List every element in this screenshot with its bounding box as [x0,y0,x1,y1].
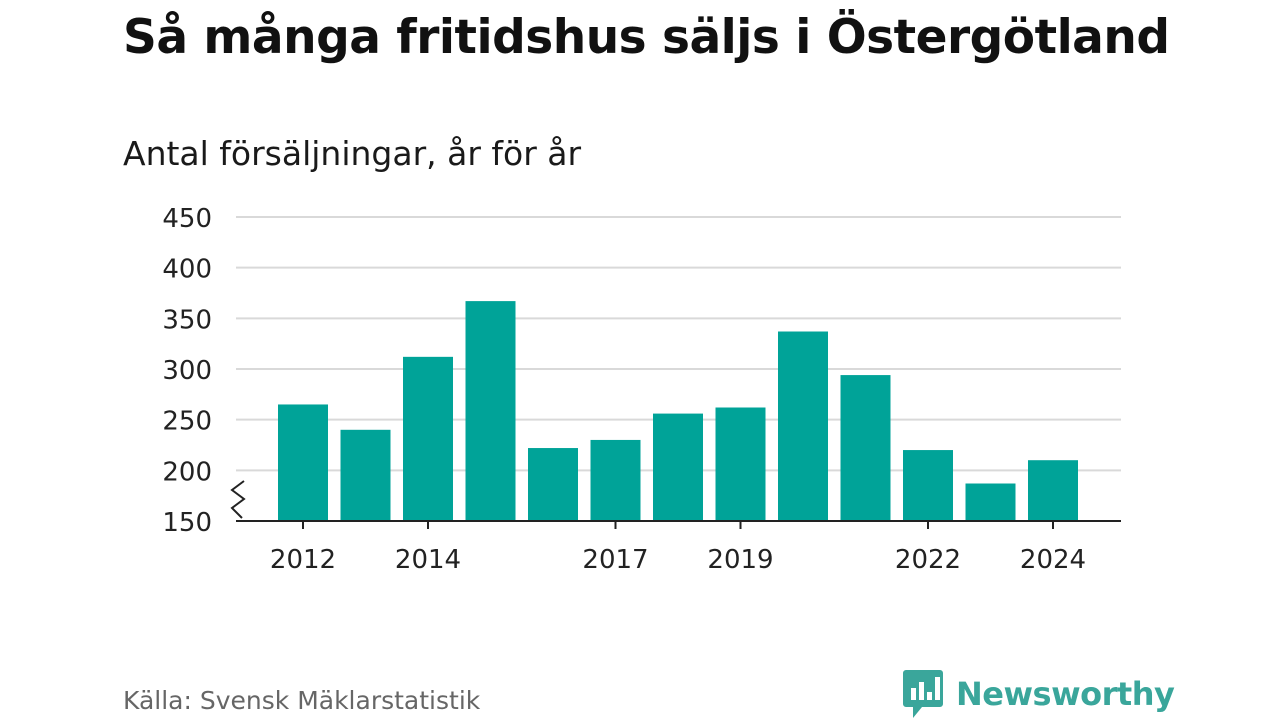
bar-2020 [778,331,828,521]
y-axis-ticks: 150 200 250 300 350 400 450 [162,204,212,538]
grid-lines [236,216,1121,472]
bar-2016 [528,448,578,521]
y-tick-label: 300 [162,356,212,386]
x-tick-label: 2017 [582,545,648,575]
bar-2021 [840,375,891,521]
bar-2013 [340,429,391,521]
bar-2014 [403,356,453,521]
bar-2024 [1028,460,1078,521]
y-tick-label: 200 [162,457,212,487]
x-axis-ticks: 2012 2014 2017 2019 2022 2024 [270,521,1086,575]
y-tick-label: 400 [162,255,212,285]
y-tick-label: 450 [162,204,212,234]
brand-name: Newsworthy [956,675,1175,713]
bar-2019 [715,407,766,521]
x-tick-label: 2022 [895,545,961,575]
brand-logo: Newsworthy [902,668,1175,720]
source-note: Källa: Svensk Mäklarstatistik [123,686,481,715]
y-tick-label: 250 [162,407,212,437]
y-tick-label: 150 [162,508,212,538]
bar-2017 [590,439,641,521]
bar-2015 [465,301,516,521]
x-axis [230,480,1121,522]
bar-2012 [278,404,328,521]
bar-2023 [965,483,1016,521]
bar-2018 [653,413,703,521]
x-tick-label: 2019 [707,545,773,575]
x-tick-label: 2014 [395,545,461,575]
bar-2022 [903,450,953,521]
y-tick-label: 350 [162,305,212,335]
x-tick-label: 2024 [1020,545,1086,575]
bars [278,301,1078,521]
chart-subtitle: Antal försäljningar, år för år [123,134,582,173]
chart-title: Så många fritidshus säljs i Östergötland [123,10,1170,65]
axis-break-icon [230,480,246,519]
newsworthy-icon [903,670,943,718]
x-tick-label: 2012 [270,545,336,575]
